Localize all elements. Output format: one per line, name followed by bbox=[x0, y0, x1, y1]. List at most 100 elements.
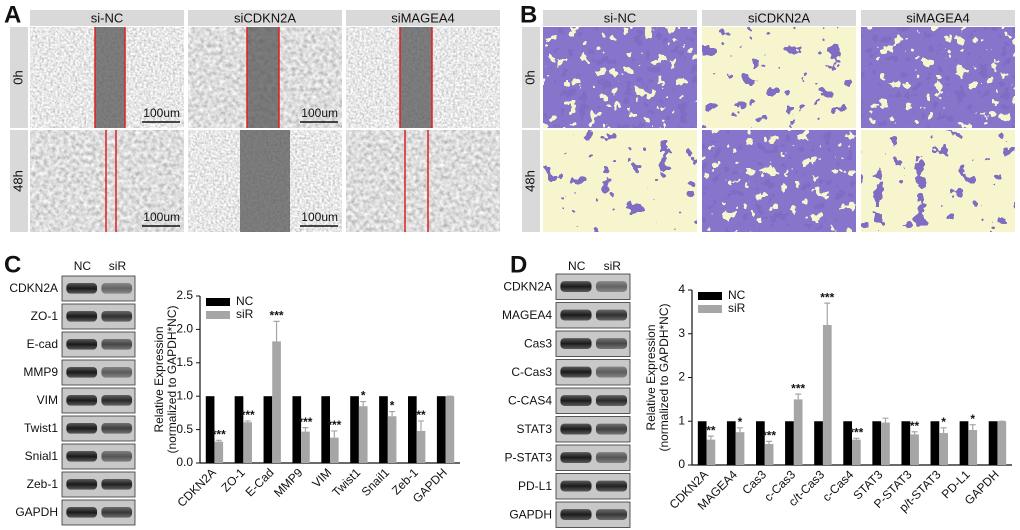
y-tick-label: 2 bbox=[678, 370, 685, 384]
row-header-bg bbox=[10, 130, 28, 232]
bar bbox=[321, 396, 330, 463]
blot-row-label: MMP9 bbox=[23, 365, 58, 379]
blot-row-label: GAPDH bbox=[15, 505, 58, 519]
bar bbox=[872, 421, 882, 465]
error-bar bbox=[737, 427, 743, 433]
x-tick-label: E-Cad bbox=[243, 465, 277, 499]
blot-row-label: STAT3 bbox=[516, 422, 552, 436]
bar bbox=[735, 432, 745, 465]
column-header: siMAGEA4 bbox=[906, 10, 970, 25]
bar bbox=[263, 396, 273, 463]
significance: *** bbox=[849, 425, 863, 439]
column-header: siCDKN2A bbox=[234, 10, 296, 25]
bar bbox=[436, 396, 446, 463]
blot-band bbox=[595, 395, 628, 406]
blot-row-label: ZO-1 bbox=[31, 309, 59, 323]
error-bar bbox=[969, 424, 976, 430]
micrograph bbox=[702, 130, 856, 232]
blot-band bbox=[66, 283, 98, 294]
significance: * bbox=[361, 389, 366, 403]
bar bbox=[697, 421, 707, 465]
blot-row-label: PD-L1 bbox=[518, 479, 552, 493]
blot-row-label: P-STAT3 bbox=[504, 450, 552, 464]
significance: * bbox=[390, 399, 395, 413]
error-bar bbox=[795, 393, 802, 400]
scale-bar-label: 100um bbox=[301, 210, 338, 224]
error-bar bbox=[882, 417, 889, 423]
x-tick-label: VIM bbox=[309, 465, 334, 490]
error-bar bbox=[389, 410, 396, 417]
blot-band bbox=[66, 479, 98, 490]
y-axis-label: Relative Expression bbox=[644, 324, 658, 430]
column-header: si-NC bbox=[91, 10, 124, 25]
bar bbox=[243, 422, 252, 463]
blot-band bbox=[595, 509, 628, 520]
error-bar bbox=[824, 302, 831, 325]
blot-row-label: CDKN2A bbox=[9, 281, 58, 295]
blot-band bbox=[66, 367, 98, 378]
y-axis-label: Relative Expression bbox=[152, 326, 166, 432]
bar bbox=[358, 406, 368, 463]
bar bbox=[350, 396, 359, 463]
x-tick-label: Twist1 bbox=[329, 465, 363, 499]
y-tick-label: 0 bbox=[678, 457, 685, 471]
blot-column-label: siR bbox=[604, 259, 622, 273]
y-axis-label: (normalized to GAPDH*NC) bbox=[165, 305, 179, 453]
blot-band bbox=[101, 423, 133, 434]
bar bbox=[330, 437, 339, 463]
bar bbox=[764, 444, 774, 465]
significance: *** bbox=[327, 418, 341, 432]
blot-band bbox=[101, 283, 133, 294]
row-header: 48h bbox=[522, 170, 537, 192]
blot-band bbox=[66, 339, 98, 350]
significance: *** bbox=[298, 415, 312, 429]
column-header-bg bbox=[543, 10, 697, 26]
error-bar bbox=[707, 435, 714, 440]
bar bbox=[205, 396, 215, 463]
error-bar bbox=[273, 320, 280, 342]
blot-column-label: siR bbox=[109, 259, 127, 273]
blot-band bbox=[560, 423, 592, 435]
blot-band bbox=[560, 452, 592, 463]
bar bbox=[959, 421, 969, 465]
bar bbox=[968, 430, 978, 465]
legend-swatch bbox=[206, 311, 230, 319]
x-tick-label: CDKN2A bbox=[174, 465, 218, 509]
micrograph bbox=[543, 27, 697, 128]
scale-bar-label: 100um bbox=[301, 106, 338, 120]
bar bbox=[387, 416, 397, 463]
bar bbox=[408, 396, 417, 463]
error-bar bbox=[911, 431, 918, 435]
y-tick-label: 2.0 bbox=[176, 322, 193, 336]
x-tick-label: c-Cas4 bbox=[820, 467, 857, 504]
micrograph bbox=[543, 130, 697, 232]
bar bbox=[726, 421, 736, 465]
blot-band bbox=[66, 507, 98, 518]
bar bbox=[234, 396, 244, 463]
blot-band bbox=[560, 338, 592, 349]
blot-band bbox=[560, 395, 592, 406]
error-bar bbox=[331, 430, 338, 438]
blot-band bbox=[595, 338, 628, 349]
blot-band bbox=[66, 423, 98, 434]
panel-label: B bbox=[520, 1, 537, 28]
blot-band bbox=[595, 452, 628, 463]
blot-row-label: Zeb-1 bbox=[27, 477, 59, 491]
error-bar bbox=[360, 400, 367, 407]
blot-band bbox=[66, 451, 98, 462]
blot-band bbox=[560, 281, 592, 292]
scratch-gap bbox=[400, 27, 432, 128]
scratch-gap bbox=[240, 130, 290, 232]
micrograph bbox=[30, 130, 184, 232]
bar bbox=[852, 439, 861, 465]
blot-band bbox=[101, 339, 133, 350]
x-tick-label: Snail1 bbox=[359, 465, 393, 499]
blot-band bbox=[101, 367, 133, 378]
blot-band bbox=[101, 479, 133, 490]
blot-band bbox=[66, 311, 98, 322]
y-tick-label: 4 bbox=[678, 282, 685, 296]
blot-band bbox=[101, 451, 133, 462]
significance: ** bbox=[706, 423, 716, 437]
legend-label: NC bbox=[236, 294, 254, 308]
